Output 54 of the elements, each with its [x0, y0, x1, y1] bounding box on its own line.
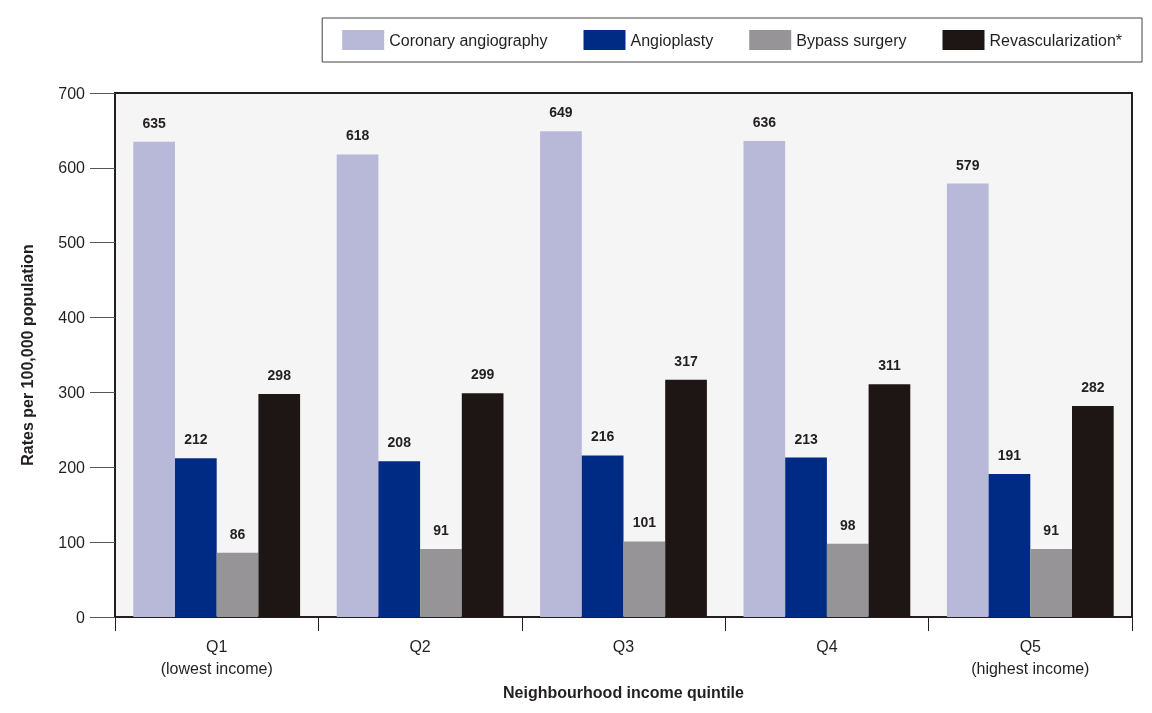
bar — [581, 455, 624, 618]
bar — [216, 552, 259, 618]
data-label: 212 — [184, 431, 208, 448]
data-label: 216 — [590, 428, 615, 445]
bar — [336, 154, 379, 618]
data-label: 618 — [345, 127, 370, 144]
bar — [826, 543, 869, 618]
x-tick-label: Q5 (highest income) — [971, 637, 1090, 677]
bar — [623, 541, 666, 618]
data-label: 298 — [267, 366, 292, 383]
y-tick-label: 200 — [58, 458, 86, 476]
legend-label: Revascularization* — [989, 31, 1123, 49]
data-label: 91 — [1043, 521, 1060, 538]
data-label: 191 — [997, 447, 1022, 464]
data-label: 86 — [229, 525, 246, 542]
data-label: 282 — [1081, 378, 1105, 395]
y-tick-label: 600 — [58, 159, 86, 177]
x-axis-title: Neighbourhood income quintile — [503, 683, 745, 701]
data-label: 101 — [632, 514, 657, 531]
bar — [1030, 548, 1072, 618]
bar — [946, 183, 989, 618]
y-tick-label: 100 — [58, 533, 86, 551]
y-tick-label: 0 — [76, 608, 86, 626]
data-label: 91 — [433, 521, 449, 538]
data-label: 317 — [674, 352, 698, 369]
bar — [175, 458, 217, 618]
data-label: 636 — [752, 113, 777, 130]
x-tick-label: Q2 — [409, 637, 431, 655]
legend-label: Coronary angiography — [389, 31, 548, 49]
data-label: 299 — [470, 366, 495, 383]
data-label: 98 — [839, 516, 856, 533]
bar — [540, 131, 582, 618]
x-tick-label: Q4 — [816, 637, 838, 655]
bar — [988, 474, 1031, 618]
y-tick-label: 300 — [58, 383, 86, 401]
data-label: 311 — [878, 357, 901, 374]
x-tick-label: Q3 — [612, 637, 635, 655]
bar — [785, 457, 827, 618]
data-label: 208 — [387, 434, 412, 451]
data-label: 635 — [142, 114, 167, 131]
data-label: 213 — [794, 430, 818, 447]
legend-label: Angioplasty — [630, 31, 714, 49]
bar — [133, 141, 175, 618]
y-tick-label: 700 — [58, 84, 86, 102]
y-axis-title: Rates per 100,000 population — [18, 244, 36, 466]
data-label: 579 — [956, 156, 980, 173]
bar — [743, 140, 786, 618]
x-tick-label: Q1 (lowest income) — [160, 637, 273, 677]
y-tick-label: 500 — [58, 234, 86, 252]
legend-label: Bypass surgery — [796, 31, 907, 49]
bar — [378, 461, 421, 618]
data-label: 649 — [549, 104, 573, 121]
bar — [420, 548, 462, 618]
y-tick-label: 400 — [58, 309, 86, 327]
